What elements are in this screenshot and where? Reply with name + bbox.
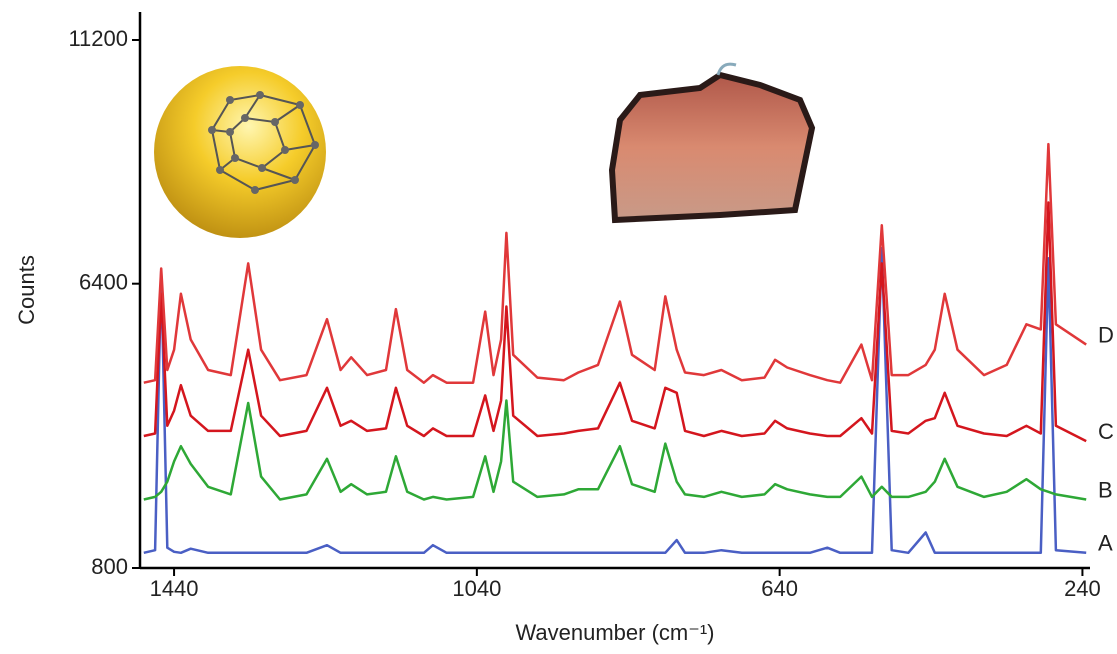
crystal-photo bbox=[612, 64, 812, 220]
page: {"chart_data": { "type": "line", "x_labe… bbox=[0, 0, 1117, 654]
y-axis-title: Counts bbox=[14, 255, 39, 325]
y-tick-label: 11200 bbox=[68, 26, 128, 51]
x-tick-label: 640 bbox=[761, 576, 798, 601]
x-tick-label: 1040 bbox=[452, 576, 501, 601]
y-tick-label: 800 bbox=[91, 554, 128, 579]
x-axis-title: Wavenumber (cm⁻¹) bbox=[515, 620, 714, 645]
spectrum-line bbox=[144, 203, 1086, 442]
y-tick-label: 6400 bbox=[79, 270, 128, 295]
x-tick-label: 240 bbox=[1064, 576, 1101, 601]
series-label: D bbox=[1098, 322, 1114, 347]
series-label: B bbox=[1098, 477, 1113, 502]
x-tick-label: 1440 bbox=[150, 576, 199, 601]
series-label: C bbox=[1098, 419, 1114, 444]
fullerene-illustration bbox=[154, 66, 326, 238]
chart: Wavenumber (cm⁻¹) Counts 800 6400 11200 144… bbox=[0, 0, 1117, 654]
spectrum-line bbox=[144, 401, 1086, 500]
series-label: A bbox=[1098, 531, 1113, 556]
